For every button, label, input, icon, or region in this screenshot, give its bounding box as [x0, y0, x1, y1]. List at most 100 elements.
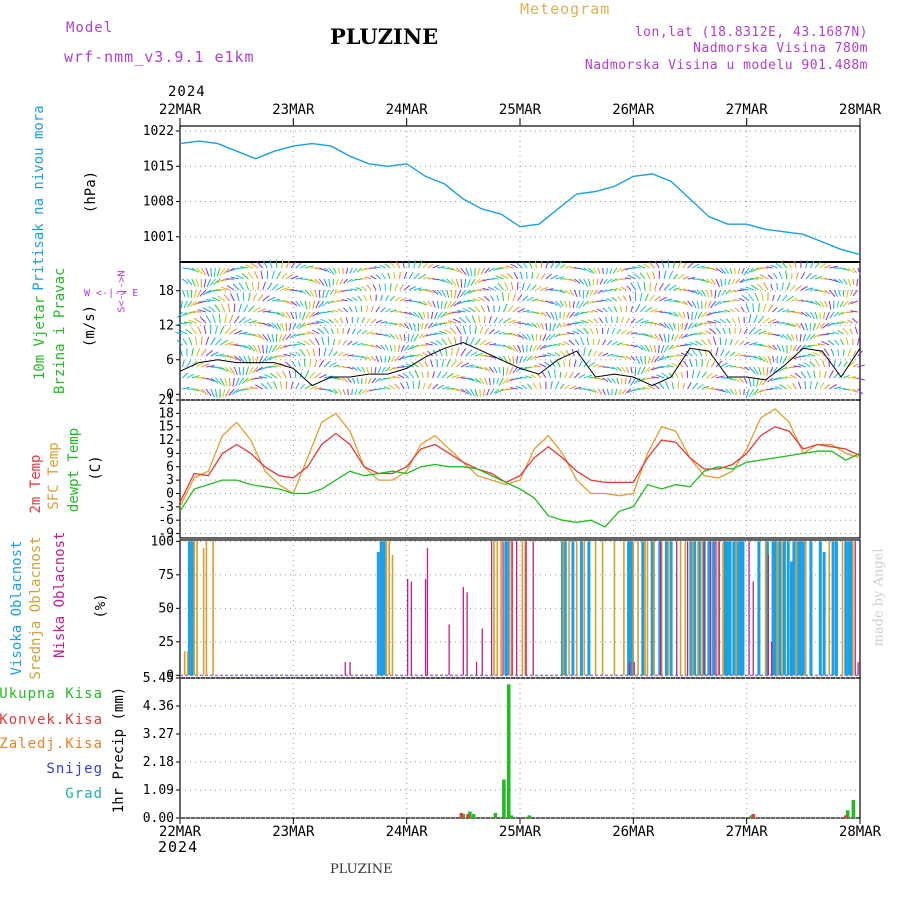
high-cloud-bar — [738, 541, 742, 676]
wind-barb — [687, 382, 692, 390]
wind-barb — [238, 303, 242, 313]
wind-barb — [592, 338, 595, 346]
wind-barb — [521, 333, 528, 340]
wind-barb — [276, 311, 285, 317]
wind-barb — [621, 355, 628, 359]
wind-barb — [630, 306, 634, 313]
wind-barb — [288, 344, 296, 347]
high-cloud-bar — [790, 561, 793, 676]
wind-barb — [800, 322, 805, 331]
wind-barb — [446, 387, 455, 390]
wind-barb — [512, 366, 519, 374]
top-date-label: 24MAR — [386, 102, 429, 118]
wind-barb — [224, 341, 234, 346]
wind-barb — [625, 388, 632, 394]
wind-barb — [403, 322, 410, 330]
wind-barb — [497, 282, 504, 291]
wind-barb — [674, 333, 679, 342]
wind-barb — [560, 350, 566, 357]
wind-barb — [451, 267, 460, 273]
wind-barb — [323, 388, 333, 392]
mid-cloud-bar — [804, 541, 807, 676]
wind-barb — [464, 278, 467, 288]
wind-barb — [414, 369, 419, 379]
wind-barb — [640, 305, 647, 313]
wind-barb — [805, 272, 812, 280]
wind-barb — [852, 350, 857, 357]
wind-barb — [493, 388, 500, 394]
wind-barb — [222, 388, 226, 398]
wind-barb — [180, 300, 183, 309]
wind-barb — [538, 355, 547, 358]
low-cloud-bar — [481, 628, 483, 676]
wind-barb — [269, 372, 278, 379]
wind-barb — [545, 311, 551, 319]
wind-barb — [290, 381, 294, 390]
wind-barb — [802, 333, 807, 342]
wind-barb — [737, 317, 741, 324]
wind-barb — [211, 289, 221, 292]
low-cloud-bar — [448, 624, 450, 676]
wind-barb — [542, 354, 551, 357]
wind-barb — [539, 333, 542, 341]
wind-barb — [748, 366, 756, 374]
wind-barb — [366, 366, 369, 374]
wind-barb — [616, 366, 622, 372]
wind-barb — [793, 365, 802, 368]
wind-barb — [781, 344, 785, 353]
wind-barb — [251, 366, 259, 374]
wind-barb — [210, 388, 215, 398]
mid-cloud-bar — [583, 541, 585, 676]
high-cloud-bar — [792, 541, 796, 676]
mid-cloud-bar — [568, 541, 570, 676]
wind-barb — [643, 281, 646, 291]
wind-barb — [576, 300, 580, 308]
ytick-label: 6 — [166, 353, 174, 368]
precip-total-bar — [527, 815, 532, 818]
wind-barb — [550, 381, 553, 390]
wind-barb — [196, 348, 201, 357]
wind-barb — [235, 274, 244, 280]
mid-cloud-bar — [637, 541, 639, 676]
wind-barb — [462, 325, 467, 335]
wind-barb — [630, 366, 633, 374]
wind-barb — [814, 261, 821, 269]
wind-barb — [243, 344, 252, 351]
wind-barb — [630, 332, 638, 335]
wind-barb — [460, 267, 467, 276]
wind-barb — [555, 276, 564, 280]
wind-barb — [224, 377, 228, 387]
wind-barb — [452, 318, 462, 324]
wind-barb — [512, 355, 515, 365]
wind-barb — [700, 311, 707, 318]
wind-barb — [363, 294, 367, 302]
wind-barb — [186, 267, 195, 271]
wind-barb — [418, 311, 424, 320]
wind-barb — [357, 295, 363, 302]
wind-barb — [797, 355, 806, 358]
high-cloud-bar — [801, 541, 805, 676]
wind-barb — [262, 344, 264, 354]
wind-barb — [838, 289, 841, 297]
wind-barb — [819, 300, 825, 308]
wind-barb — [392, 375, 400, 379]
wind-barb — [757, 366, 762, 376]
wind-barb — [626, 285, 632, 291]
wind-barb — [597, 351, 603, 357]
wind-barb — [745, 388, 750, 398]
wind-barb — [305, 311, 311, 319]
wind-barb — [303, 358, 306, 368]
wind-barb — [401, 365, 410, 368]
wind-barb — [436, 289, 443, 297]
wind-barb — [546, 344, 556, 347]
wind-barb — [441, 278, 449, 284]
wind-barb — [847, 319, 854, 324]
wind-barb — [248, 320, 257, 324]
wind-barb — [583, 327, 589, 335]
wind-barb — [333, 364, 340, 368]
wind-barb — [572, 322, 580, 325]
wind-barb — [286, 288, 295, 291]
wind-barb — [671, 382, 674, 390]
wind-barb — [325, 289, 330, 299]
wind-barb — [525, 375, 532, 379]
